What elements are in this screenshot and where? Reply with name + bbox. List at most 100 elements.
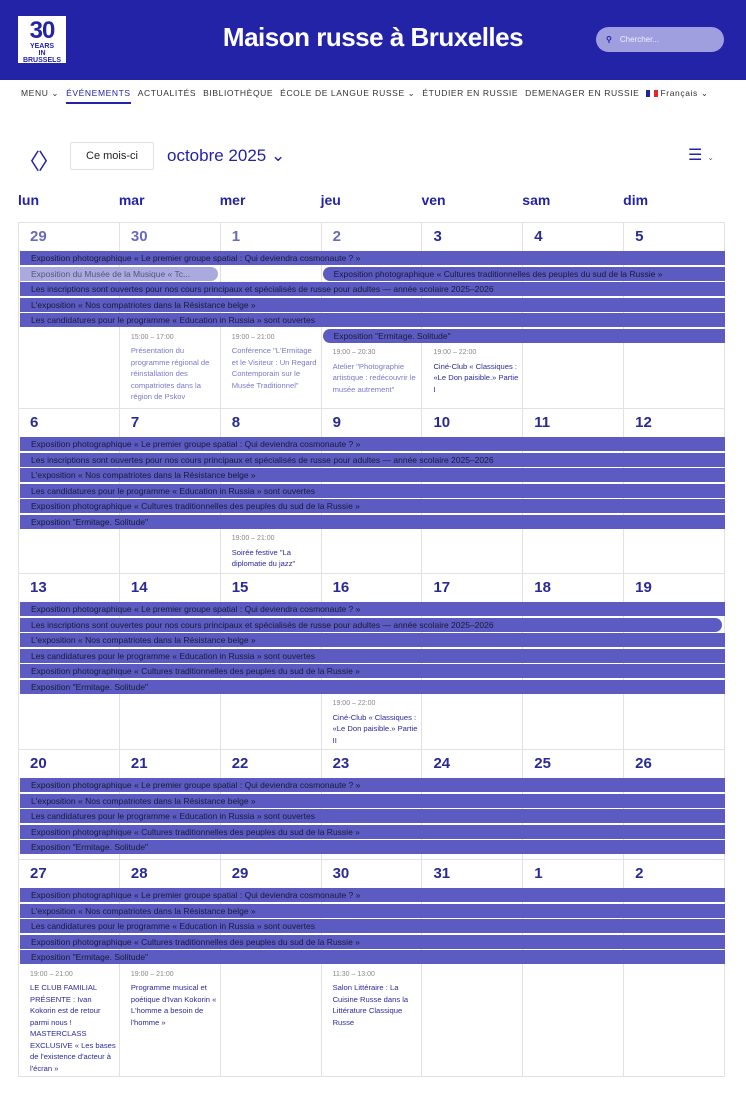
day-number[interactable]: 27 [30,865,47,882]
event-title[interactable]: Ciné-Club « Classiques : «Le Don paisibl… [433,361,519,394]
event-bar[interactable]: Exposition photographique « Le premier g… [20,251,726,265]
nav-item[interactable]: ÉCOLE DE LANGUE RUSSE ⌄ [280,88,415,99]
timed-event[interactable]: 19:00 – 22:00 Ciné-Club « Classiques : «L… [433,347,519,395]
timed-event[interactable]: 19:00 – 21:00 Programme musical et poétiq… [131,969,217,1029]
day-number[interactable]: 11 [534,414,551,431]
event-bar[interactable]: Exposition photographique « Cultures tra… [20,934,726,949]
logo[interactable]: 30 YEARS IN BRUSSELS [18,16,66,64]
day-number[interactable]: 20 [30,755,47,772]
event-bar[interactable]: Les inscriptions sont ouvertes pour nos … [20,617,723,632]
day-number[interactable]: 2 [635,865,644,882]
event-bar[interactable]: L'exposition « Nos compatriotes dans la … [20,633,726,647]
day-cell[interactable]: 1 [523,860,625,1076]
timed-event[interactable]: 11:30 – 13:00 Salon Littéraire : La Cuisi… [333,969,419,1029]
event-bar[interactable]: Les inscriptions sont ouvertes pour nos … [20,282,726,296]
event-bar[interactable]: Exposition du Musée de la Musique « Tc..… [20,266,218,281]
day-number[interactable]: 13 [30,579,47,596]
day-number[interactable]: 4 [534,228,543,245]
day-number[interactable]: 21 [130,755,148,772]
event-bar[interactable]: Exposition photographique « Le premier g… [20,888,726,902]
day-number[interactable]: 5 [635,228,644,245]
event-bar[interactable]: Les candidatures pour le programme « Edu… [20,313,726,327]
next-month-button[interactable]: 〉 [38,149,61,174]
event-bar[interactable]: Exposition photographique « Le premier g… [20,602,726,616]
day-number[interactable]: 22 [231,755,249,772]
event-bar[interactable]: Exposition photographique « Cultures tra… [20,824,726,839]
nav-item[interactable]: ÉTUDIER EN RUSSIE [422,88,518,98]
view-selector[interactable]: ☰ ⌄ [688,145,714,165]
event-title[interactable]: LE CLUB FAMILIAL PRÉSENTE : Ivan Kokorin… [30,983,116,1073]
event-bar[interactable]: Exposition photographique « Le premier g… [20,778,726,792]
event-bar[interactable]: Les candidatures pour le programme « Edu… [20,809,726,823]
event-bar[interactable]: Les candidatures pour le programme « Edu… [20,483,726,498]
timed-event[interactable]: 19:00 – 22:00 Ciné-Club « Classiques : «L… [333,698,419,746]
day-number[interactable]: 29 [30,228,47,245]
day-number[interactable]: 6 [30,414,39,431]
event-bar[interactable]: Les candidatures pour le programme « Edu… [20,919,726,933]
event-bar[interactable]: Exposition "Ermitage. Solitude" [20,514,726,529]
day-cell[interactable]: 27 [19,860,120,1076]
timed-event[interactable]: 19:00 – 21:00 LE CLUB FAMILIAL PRÉSENTE :… [30,969,116,1075]
nav-item[interactable]: BIBLIOTHÈQUE [203,88,273,98]
nav-item[interactable]: ÉVÉNEMENTS [66,88,131,104]
event-title[interactable]: Salon Littéraire : La Cuisine Russe dans… [332,983,409,1027]
day-number[interactable]: 29 [231,865,249,882]
day-number[interactable]: 15 [231,579,249,596]
timed-event[interactable]: 19:00 – 21:00 Soirée festive "La diplomat… [232,533,318,570]
event-title[interactable]: Soirée festive "La diplomatie du jazz" [231,547,296,569]
day-number[interactable]: 7 [130,414,140,431]
event-title[interactable]: Conférence "L'Ermitage et le Visiteur : … [231,346,317,390]
timed-event[interactable]: 15:00 – 17:00 Présentation du programme r… [131,332,217,403]
event-bar[interactable]: Exposition "Ermitage. Solitude" [20,840,726,854]
event-title[interactable]: Présentation du programme régional de ré… [130,346,210,401]
event-bar[interactable]: Exposition photographique « Cultures tra… [20,664,726,678]
day-number[interactable]: 18 [534,579,551,596]
day-cell[interactable]: 29 [221,860,322,1076]
day-number[interactable]: 19 [635,579,652,596]
day-number[interactable]: 1 [534,865,543,882]
nav-item[interactable]: MENU ⌄ [21,88,59,99]
event-bar[interactable]: Exposition "Ermitage. Solitude" [322,328,726,343]
day-number[interactable]: 1 [231,228,241,245]
day-number[interactable]: 16 [332,579,350,596]
day-number[interactable]: 2 [332,228,341,245]
timed-event[interactable]: 19:00 – 20:30 Atelier "Photographie artis… [333,347,419,395]
day-number[interactable]: 25 [534,755,551,772]
nav-item[interactable]: DEMENAGER EN RUSSIE [525,88,639,98]
day-cell[interactable]: 30 [322,860,423,1076]
event-bar[interactable]: Exposition photographique « Cultures tra… [20,499,726,513]
event-bar[interactable]: Les inscriptions sont ouvertes pour nos … [20,452,726,467]
nav-item[interactable]: ACTUALITÉS [138,88,196,98]
day-number[interactable]: 8 [231,414,241,431]
event-bar[interactable]: L'exposition « Nos compatriotes dans la … [20,468,726,482]
event-bar[interactable]: L'exposition « Nos compatriotes dans la … [20,297,726,312]
event-bar[interactable]: Exposition photographique « Le premier g… [20,437,726,451]
day-number[interactable]: 12 [635,414,652,431]
event-title[interactable]: Atelier "Photographie artistique : redéc… [332,361,416,394]
event-bar[interactable]: L'exposition « Nos compatriotes dans la … [20,793,726,808]
event-title[interactable]: Programme musical et poétique d'Ivan Kok… [130,983,217,1027]
day-number[interactable]: 30 [130,228,148,245]
search-box[interactable]: ⚲ [596,27,724,52]
day-number[interactable]: 24 [433,755,451,772]
day-number[interactable]: 10 [433,414,451,431]
day-cell[interactable]: 31 [422,860,524,1076]
event-bar[interactable]: Exposition "Ermitage. Solitude" [20,950,726,964]
day-cell[interactable]: 28 [120,860,221,1076]
event-bar[interactable]: L'exposition « Nos compatriotes dans la … [20,903,726,918]
day-number[interactable]: 28 [130,865,148,882]
event-title[interactable]: Ciné-Club « Classiques : «Le Don paisibl… [332,712,418,745]
timed-event[interactable]: 19:00 – 21:00 Conférence "L'Ermitage et l… [232,332,318,392]
nav-item[interactable]: Français ⌄ [646,88,708,99]
month-picker[interactable]: octobre 2025 ⌄ [167,146,286,165]
event-bar[interactable]: Les candidatures pour le programme « Edu… [20,648,726,663]
day-number[interactable]: 31 [433,865,451,882]
day-number[interactable]: 9 [332,414,341,431]
day-number[interactable]: 26 [635,755,652,772]
event-bar[interactable]: Exposition "Ermitage. Solitude" [20,679,726,694]
search-input[interactable] [619,35,710,44]
day-number[interactable]: 3 [433,228,442,245]
event-bar[interactable]: Exposition photographique « Cultures tra… [322,266,726,281]
day-number[interactable]: 23 [332,755,350,772]
site-title[interactable]: Maison russe à Bruxelles [222,22,524,52]
